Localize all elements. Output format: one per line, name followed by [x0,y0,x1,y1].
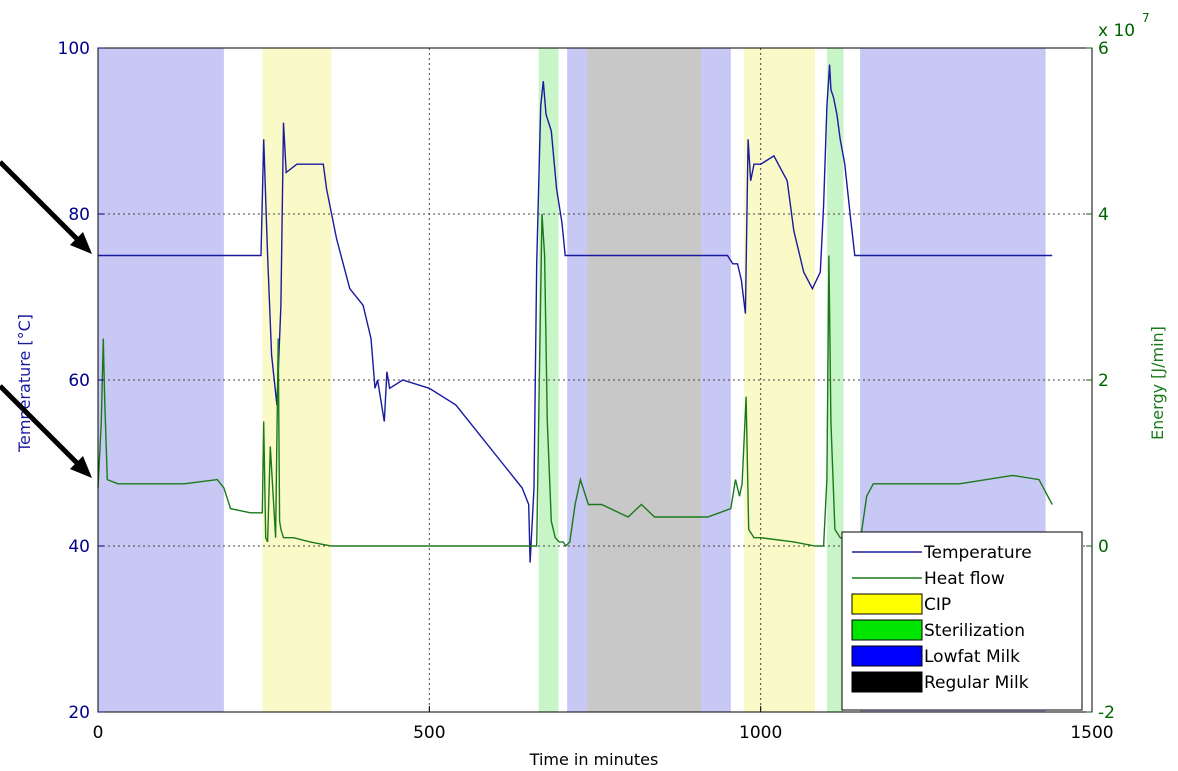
axis-ticks: 0 500 1000 1500 20 40 60 80 100 -2 0 2 4 6 [58,39,1115,743]
legend-swatch-regular-milk [851,671,923,693]
legend-label-regular-milk: Regular Milk [924,673,1029,693]
x-tick-label-1500: 1500 [1070,723,1113,743]
y-axis-label-left: Temperature [°C] [15,314,34,453]
legend-label-cip: CIP [924,595,951,615]
x-tick-label-1000: 1000 [739,723,782,743]
y-left-tick-label-60: 60 [68,371,90,391]
legend-swatch-lowfat-milk [851,645,923,667]
grid-lines [98,48,1092,712]
x-axis-label: Time in minutes [529,750,659,769]
series-heat-flow [97,213,1053,548]
legend: Temperature Heat flow CIP Sterilization Lowf… [841,531,1083,711]
legend-label-temperature: Temperature [923,543,1032,563]
y-right-tick-label--2: -2 [1098,703,1115,723]
series-temperature [98,64,1053,563]
y-left-tick-label-40: 40 [68,537,90,557]
right-axis-exponent: 7 [1142,11,1150,25]
series-lines [97,64,1053,563]
y-left-tick-label-100: 100 [58,39,90,59]
arrow-line-heatflow [0,384,84,470]
region-cip-1 [262,48,332,712]
y-left-tick-label-20: 20 [68,703,90,723]
annotation-arrows [0,160,92,478]
legend-label-sterilization: Sterilization [924,621,1025,641]
legend-swatch-cip [851,593,923,615]
region-lowfat-milk-3 [567,48,588,712]
region-lowfat-milk-0 [98,48,224,712]
arrowhead-temperature [70,232,92,254]
y-right-tick-label-2: 2 [1098,371,1109,391]
x-tick-label-500: 500 [413,723,445,743]
y-right-tick-label-0: 0 [1098,537,1109,557]
y-left-tick-label-80: 80 [68,205,90,225]
right-axis-multiplier: x 10 [1098,21,1135,41]
legend-label-lowfat-milk: Lowfat Milk [924,647,1020,667]
y-axis-label-right: Energy [J/min] [1148,326,1167,440]
legend-swatch-sterilization [851,619,923,641]
x-tick-label-0: 0 [93,723,104,743]
arrow-line-temperature [0,160,84,246]
arrowhead-heatflow [70,456,92,478]
legend-label-heat-flow: Heat flow [924,569,1005,589]
region-lowfat-milk-5 [701,48,731,712]
y-right-tick-label-6: 6 [1098,39,1109,59]
y-right-tick-label-4: 4 [1098,205,1109,225]
